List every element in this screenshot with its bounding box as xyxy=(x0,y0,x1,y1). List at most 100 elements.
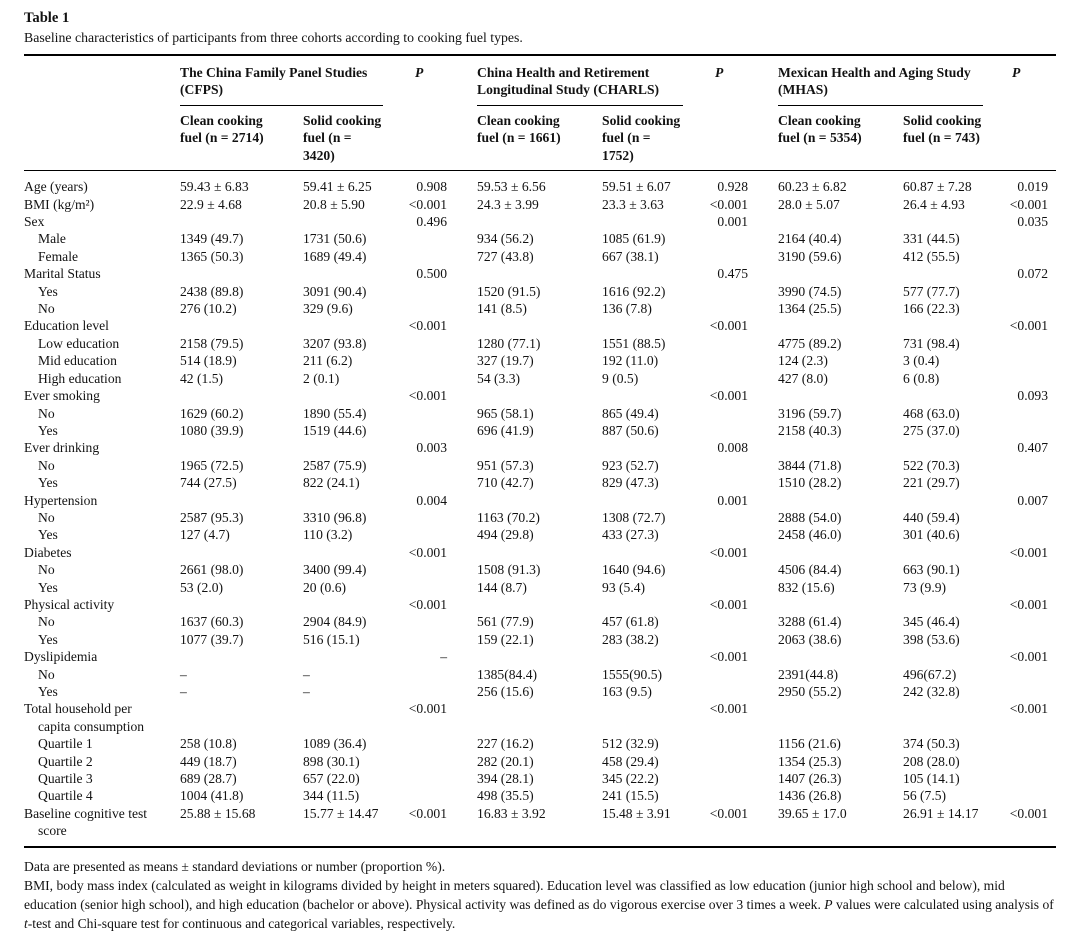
value-cell: 433 (27.3) xyxy=(602,527,659,543)
value-cell: 141 (8.5) xyxy=(477,301,527,317)
value-cell: 710 (42.7) xyxy=(477,475,534,491)
value-cell: 42 (1.5) xyxy=(180,370,224,386)
value-cell: 1354 (25.3) xyxy=(778,753,842,769)
p-value-cell: <0.001 xyxy=(1009,596,1049,612)
p-value-cell xyxy=(995,474,1056,491)
p-value-cell: 0.475 xyxy=(717,266,749,282)
value-cell: 577 (77.7) xyxy=(903,283,960,299)
clean-fuel-header-cfps: Clean cooking fuel (n = 2714) xyxy=(180,106,303,172)
value-cell xyxy=(903,387,995,404)
value-cell: 2950 (55.2) xyxy=(778,684,842,699)
value-cell: 1365 (50.3) xyxy=(180,248,244,264)
p-value-cell: <0.001 xyxy=(709,596,749,612)
p-value-cell xyxy=(995,457,1056,474)
value-cell xyxy=(180,544,303,561)
value-cell: 865 (49.4) xyxy=(602,405,659,421)
p-value-cell xyxy=(995,300,1056,317)
row-label: No xyxy=(38,405,55,421)
p-value-cell xyxy=(995,335,1056,352)
value-cell xyxy=(180,213,303,230)
value-cell: 1689 (49.4) xyxy=(303,248,367,264)
p-value-cell xyxy=(395,283,477,300)
value-cell: 468 (63.0) xyxy=(903,405,960,421)
value-cell xyxy=(477,596,602,613)
row-label: Female xyxy=(38,248,79,264)
table-row: BMI (kg/m²) 22.9 ± 4.68 20.8 ± 5.90 <0.001 2… xyxy=(24,196,1056,213)
row-label: Total household per capita consumption xyxy=(24,701,145,734)
value-cell: 15.48 ± 3.91 xyxy=(602,805,671,821)
value-cell: 516 (15.1) xyxy=(303,631,360,647)
p-value-cell xyxy=(995,753,1056,770)
table-row: Marital Status 0.500 0.475 0.072 xyxy=(24,265,1056,282)
p-value-cell: <0.001 xyxy=(408,544,448,560)
p-value-cell xyxy=(395,405,477,422)
row-label: No xyxy=(38,666,55,682)
value-cell: 1508 (91.3) xyxy=(477,562,541,578)
p-value-cell: 0.004 xyxy=(416,492,448,508)
value-cell: 136 (7.8) xyxy=(602,301,652,317)
value-cell: 412 (55.5) xyxy=(903,248,960,264)
p-value-cell xyxy=(395,509,477,526)
value-cell: 3190 (59.6) xyxy=(778,248,842,264)
value-cell: 2158 (40.3) xyxy=(778,422,842,438)
table-row: Physical activity <0.001 <0.001 <0.001 xyxy=(24,596,1056,613)
row-label: No xyxy=(38,509,55,525)
p-value-cell xyxy=(995,405,1056,422)
value-cell: 20 (0.6) xyxy=(303,579,347,595)
value-cell xyxy=(180,648,303,665)
value-cell: 275 (37.0) xyxy=(903,422,960,438)
value-cell xyxy=(903,700,995,735)
value-cell: 28.0 ± 5.07 xyxy=(778,196,840,212)
row-label: Ever drinking xyxy=(24,440,100,456)
row-label: No xyxy=(38,457,55,473)
table-row: No – – 1385(84.4) 1555(90.5) 2391(44.8) 496(67… xyxy=(24,666,1056,683)
row-label: Physical activity xyxy=(24,596,115,612)
value-cell: 689 (28.7) xyxy=(180,771,237,787)
value-cell: 25.88 ± 15.68 xyxy=(180,805,256,821)
table-row: Mid education 514 (18.9) 211 (6.2) 327 (19.… xyxy=(24,352,1056,369)
value-cell: 1731 (50.6) xyxy=(303,231,367,247)
p-value-cell xyxy=(395,666,477,683)
p-header-charls: P xyxy=(695,55,779,172)
p-value-cell xyxy=(395,753,477,770)
row-label: Baseline cognitive test score xyxy=(24,805,148,839)
value-cell: 3310 (96.8) xyxy=(303,509,367,525)
group-title: The China Family Panel Studies (CFPS) xyxy=(180,64,384,106)
row-label: Mid education xyxy=(38,353,117,369)
value-cell xyxy=(180,387,303,404)
p-value-cell xyxy=(695,474,778,491)
value-cell xyxy=(477,648,602,665)
value-cell: 345 (46.4) xyxy=(903,614,960,630)
p-value-cell xyxy=(395,457,477,474)
value-cell: 59.41 ± 6.25 xyxy=(303,179,372,195)
value-cell: 56 (7.5) xyxy=(903,788,947,804)
p-value-cell xyxy=(995,526,1056,543)
value-cell: 1890 (55.4) xyxy=(303,405,367,421)
group-header-charls: China Health and Retirement Longitudinal… xyxy=(477,55,695,106)
table-row: Ever smoking <0.001 <0.001 0.093 xyxy=(24,387,1056,404)
value-cell xyxy=(303,439,395,456)
value-cell: 331 (44.5) xyxy=(903,231,960,247)
value-cell xyxy=(303,544,395,561)
p-value-cell: <0.001 xyxy=(709,196,749,212)
row-label: BMI (kg/m²) xyxy=(24,196,95,212)
p-value-cell: 0.072 xyxy=(1017,266,1049,282)
value-cell: 6 (0.8) xyxy=(903,370,940,386)
table-row: Quartile 3 689 (28.7) 657 (22.0) 394 (28.1)… xyxy=(24,770,1056,787)
p-value-cell: 0.908 xyxy=(416,179,448,195)
value-cell: 110 (3.2) xyxy=(303,527,353,543)
row-label: Yes xyxy=(38,579,58,595)
table-row: Low education 2158 (79.5) 3207 (93.8) 1280 … xyxy=(24,335,1056,352)
p-value-cell xyxy=(995,283,1056,300)
value-cell: – xyxy=(180,684,187,699)
group-header-mhas: Mexican Health and Aging Study (MHAS) xyxy=(778,55,995,106)
p-value-cell xyxy=(395,770,477,787)
table-row: Yes 1080 (39.9) 1519 (44.6) 696 (41.9) 887 (… xyxy=(24,422,1056,439)
row-label: Yes xyxy=(38,527,58,543)
value-cell: 22.9 ± 4.68 xyxy=(180,196,242,212)
clean-fuel-header-mhas: Clean cooking fuel (n = 5354) xyxy=(778,106,904,172)
value-cell xyxy=(180,265,303,282)
p-value-cell: 0.008 xyxy=(717,440,749,456)
p-value-cell xyxy=(395,613,477,630)
value-cell: 1637 (60.3) xyxy=(180,614,244,630)
